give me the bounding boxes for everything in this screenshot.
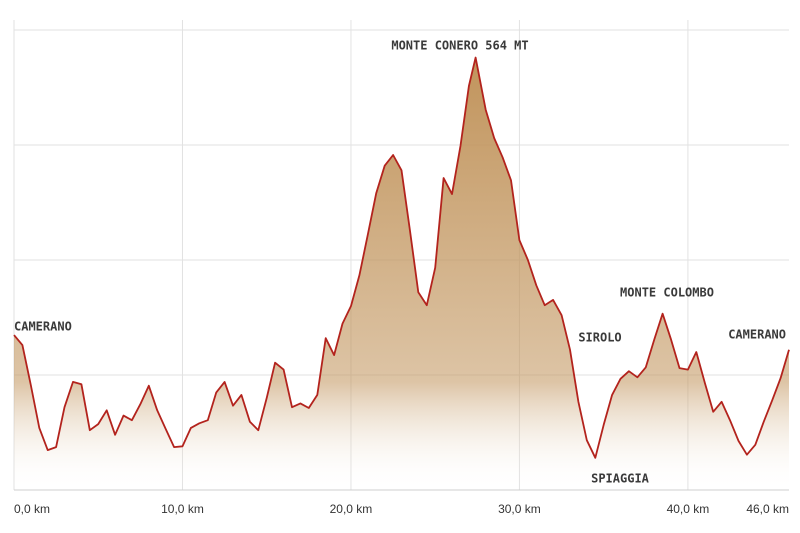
annotation: MONTE COLOMBO: [620, 286, 714, 300]
annotation: CAMERANO: [728, 328, 786, 342]
x-tick-label: 10,0 km: [161, 502, 204, 516]
annotation: SPIAGGIA: [591, 472, 650, 486]
x-tick-label: 46,0 km: [746, 502, 789, 516]
line: [13, 56, 790, 459]
annotation: MONTE CONERO 564 MT: [391, 39, 528, 53]
annotation: CAMERANO: [14, 320, 72, 334]
x-tick-label: 0,0 km: [14, 502, 50, 516]
x-tick-label: 20,0 km: [330, 502, 373, 516]
x-tick-label: 30,0 km: [498, 502, 541, 516]
area: [14, 57, 789, 490]
annotation: SIROLO: [578, 331, 621, 345]
plot: [13, 56, 790, 490]
x-tick-label: 40,0 km: [667, 502, 710, 516]
grid: [13, 20, 789, 490]
labels: 0,0 km 10,0 km 20,0 km 30,0 km 40,0 km 46,0 k…: [14, 39, 789, 517]
